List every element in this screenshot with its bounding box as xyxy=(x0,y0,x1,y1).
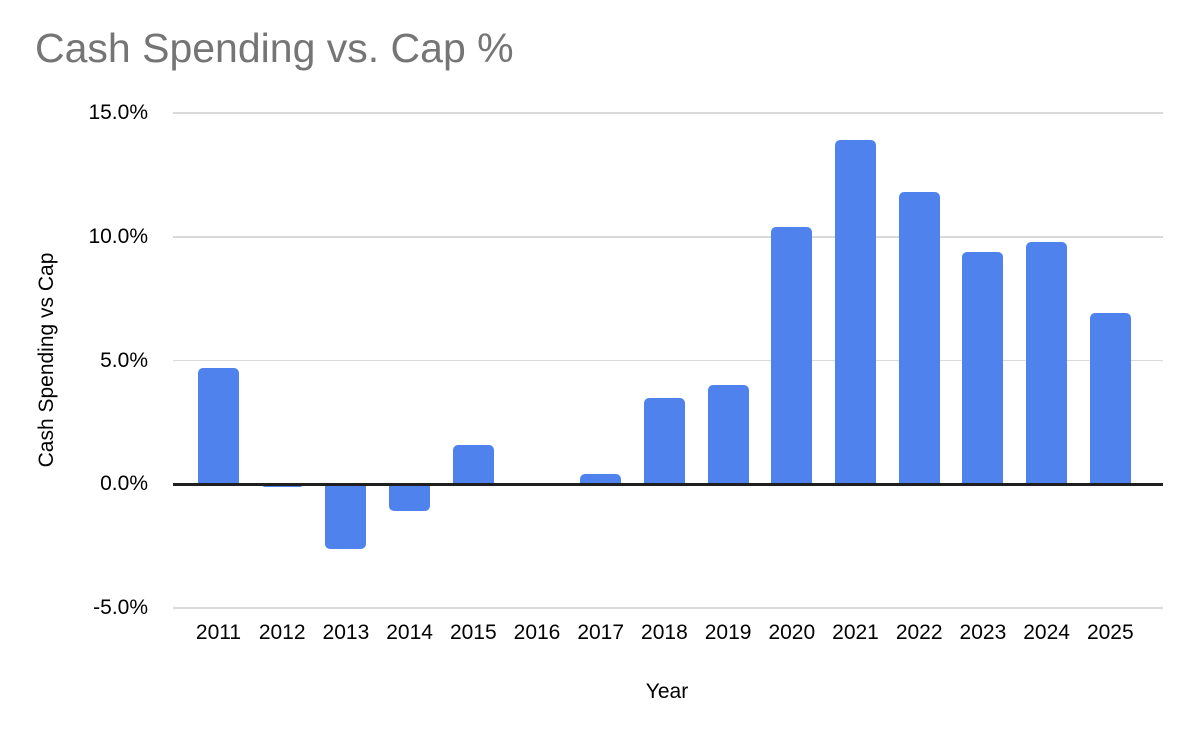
bar-2025 xyxy=(1089,313,1131,485)
x-tick-label-2012: 2012 xyxy=(258,621,306,644)
plot-area xyxy=(173,112,1163,609)
bar-2018 xyxy=(643,397,685,485)
y-tick-label: -5.0% xyxy=(93,596,148,619)
gridline xyxy=(173,359,1163,362)
x-tick-label-2021: 2021 xyxy=(832,621,879,644)
bar-2011 xyxy=(198,367,239,485)
bar-2015 xyxy=(452,444,494,485)
x-tick-label-2013: 2013 xyxy=(322,621,370,644)
x-tick-label-2024: 2024 xyxy=(1023,621,1070,644)
bar-2021 xyxy=(835,140,876,485)
y-tick-label: 0.0% xyxy=(100,472,148,496)
x-tick-label-2015: 2015 xyxy=(449,621,497,644)
bar-2024 xyxy=(1026,241,1068,485)
x-tick-label-2023: 2023 xyxy=(959,621,1007,644)
bar-2017 xyxy=(580,474,622,485)
zero-axis-line xyxy=(173,482,1163,486)
bar-2019 xyxy=(707,385,749,485)
bar-2013 xyxy=(325,484,367,549)
x-tick-label-2020: 2020 xyxy=(768,621,816,644)
bar-2020 xyxy=(771,226,813,485)
x-tick-label-2014: 2014 xyxy=(386,621,433,644)
x-tick-label-2011: 2011 xyxy=(195,621,242,644)
bar-2023 xyxy=(962,251,1004,485)
y-tick-label: 10.0% xyxy=(88,224,148,248)
bar-2022 xyxy=(898,192,940,485)
x-axis-title: Year xyxy=(645,680,689,703)
gridline xyxy=(173,607,1163,609)
x-tick-label-2016: 2016 xyxy=(513,621,561,644)
x-tick-label-2025: 2025 xyxy=(1086,621,1134,644)
chart-title: Cash Spending vs. Cap % xyxy=(35,25,514,71)
x-tick-label-2019: 2019 xyxy=(704,621,752,644)
gridline xyxy=(173,236,1163,238)
y-tick-label: 15.0% xyxy=(88,101,148,124)
bar-2014 xyxy=(389,484,431,512)
x-tick-label-2022: 2022 xyxy=(895,621,943,644)
gridline xyxy=(173,112,1163,114)
x-tick-label-2018: 2018 xyxy=(641,621,688,644)
x-tick-label-2017: 2017 xyxy=(577,621,625,644)
y-tick-label: 5.0% xyxy=(100,348,148,372)
